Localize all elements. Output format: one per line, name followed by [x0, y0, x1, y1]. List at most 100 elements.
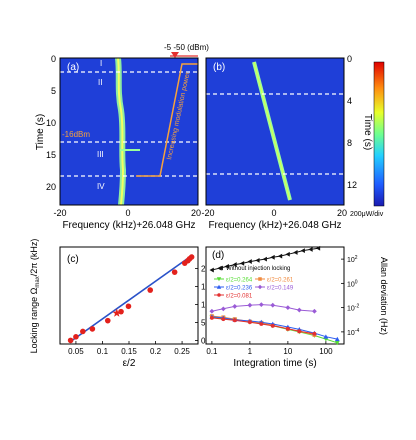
panel-b: (b) 0 4 8 12 Time (s) -20 0 20 Frequency… [201, 54, 385, 231]
panel-d-series-marker [296, 307, 302, 313]
panel-a-ytick: 0 [51, 54, 56, 64]
panel-d-series-marker [247, 302, 253, 308]
panel-c-ylabel-tail: /2π (kHz) [29, 239, 39, 277]
colorbar-label: 200μW/div [350, 211, 384, 218]
panel-c-xtick-label: 0.2 [150, 347, 162, 356]
panel-d-series-marker [220, 306, 226, 312]
panel-d-ytick-exponent: 0 [355, 279, 358, 285]
panel-d-series-marker [270, 302, 276, 308]
panel-d-series-marker [232, 304, 238, 309]
panel-d-series-marker [334, 340, 340, 346]
panel-b-ytick: 4 [347, 96, 352, 106]
panel-d-frame [205, 246, 345, 345]
panel-d-series-marker [209, 267, 214, 273]
panel-d-legend: ε/2=0.264 ε/2=0.261 ε/2=0.236 ε/2=0.149 ε/2=… [214, 265, 294, 300]
panel-b-ylabel: Time (s) [362, 114, 373, 150]
panel-c-ylabel-sub: max [35, 276, 41, 287]
panel-c-data-point [80, 328, 86, 335]
panel-d-xlabel: Integration time (s) [233, 358, 316, 369]
panel-d: 0.1 1 10 100 102 100 10-2 10-4 (d) Without inje… [205, 245, 389, 369]
panel-d-series-marker [239, 260, 245, 266]
panel-d-series-marker [224, 264, 229, 269]
panel-b-ytick: 12 [347, 180, 357, 190]
panel-d-series-marker [232, 318, 237, 323]
panel-d-ytick-label: 100 [347, 279, 358, 288]
panel-a-ytick: 10 [46, 118, 56, 128]
panel-c-data-point [125, 303, 132, 310]
panel-d-series-marker [258, 302, 264, 307]
panel-a-xtick: 0 [125, 208, 130, 218]
panel-d-series-marker [209, 316, 214, 320]
panel-d-legend-marker [217, 293, 221, 297]
panel-a-frame [59, 57, 199, 206]
panel-a-ytick: 5 [51, 86, 56, 96]
panel-a-ylabel: Time (s) [35, 114, 46, 150]
panel-b-ytick: 8 [347, 138, 352, 148]
panel-a: -5 -50 (dBm) (a) I II III IV -16dBm Incr… [35, 43, 209, 231]
panel-d-label: (d) [212, 250, 224, 261]
panel-c-data-point [73, 334, 79, 340]
panel-a-ytick: 15 [46, 150, 56, 160]
panel-d-series-marker [277, 253, 283, 259]
panel-b-xtick: 20 [337, 208, 347, 218]
panel-b-label: (b) [213, 62, 225, 73]
panel-a-power-profile [136, 63, 198, 177]
panel-b-xtick: 0 [271, 208, 276, 218]
panel-d-series-marker [285, 326, 290, 331]
panel-a-red-marker-icon [171, 52, 179, 58]
panel-c-label: (c) [67, 254, 79, 265]
panel-c-frame [59, 246, 199, 345]
panel-d-legend-marker [258, 277, 262, 281]
panel-c-data-point [188, 254, 195, 260]
panel-d-series-marker [270, 254, 275, 260]
panel-a-label: (a) [67, 62, 79, 73]
panel-d-series-marker [247, 320, 252, 325]
panel-c-data-point [118, 308, 124, 315]
panel-b-xticks: -20 0 20 [201, 208, 347, 218]
panel-d-xtick-label: 100 [319, 347, 333, 356]
panel-c-ytick-label: 0 [201, 336, 206, 345]
panel-a-xtick: 20 [191, 208, 201, 218]
panel-a-region-I: I [100, 59, 102, 68]
panel-d-series-marker [209, 308, 215, 314]
panel-d-legend-marker [257, 284, 263, 290]
panel-d-xtick-label: 10 [283, 347, 292, 356]
panel-c-xtick-label: 0.05 [68, 347, 84, 356]
panel-d-series-marker [285, 305, 291, 311]
panel-b-trace-core [253, 61, 291, 201]
panel-d-xtick-label: 1 [248, 347, 253, 356]
panel-d-ytick-exponent: -2 [355, 304, 360, 310]
panel-d-legend-label: ε/2=0.236 [226, 286, 253, 292]
panel-b-yticks: 0 4 8 12 [347, 54, 357, 190]
panel-d-series-marker [259, 322, 264, 326]
panel-a-yticks: 0 5 10 15 20 [46, 54, 56, 192]
panel-d-series-marker [323, 334, 329, 339]
panel-a-ytick: 20 [46, 182, 56, 192]
panel-d-legend-label: ε/2=0.261 [267, 278, 294, 284]
panel-d-legend-marker [216, 284, 222, 289]
panel-a-xticks: -20 0 20 [53, 208, 201, 218]
panel-d-series-marker [312, 308, 317, 314]
panel-d-xtick-label: 0.1 [206, 347, 218, 356]
panel-a-xtick: -20 [53, 208, 66, 218]
panel-d-legend-label: ε/2=0.264 [226, 278, 253, 284]
panel-c-data-point [104, 317, 111, 324]
panel-c-data-point [89, 326, 96, 332]
panel-c-xtick-label: 0.1 [97, 347, 109, 356]
panel-c-ytick-label: 5 [201, 318, 206, 327]
panel-d-series-marker [300, 248, 305, 254]
panel-d-series-marker [334, 336, 340, 342]
panel-d-ytick-label: 102 [347, 255, 358, 264]
panel-c-xtick-label: 0.25 [174, 347, 190, 356]
panel-d-ylabel: Allan deviation (Hz) [379, 257, 389, 335]
panel-d-series-marker [221, 317, 226, 322]
panel-a-map [60, 58, 198, 205]
panel-a-region-IV: IV [97, 182, 105, 191]
panel-a-trace-core [117, 57, 125, 206]
panel-d-series-marker [232, 262, 237, 267]
panel-d-plot: 0.1 1 10 100 102 100 10-2 10-4 [206, 245, 360, 356]
panel-d-legend-label: ε/2=0.081 [226, 294, 253, 300]
panel-d-series-marker [312, 331, 317, 336]
panel-a-marker-label: -16dBm [62, 130, 90, 139]
